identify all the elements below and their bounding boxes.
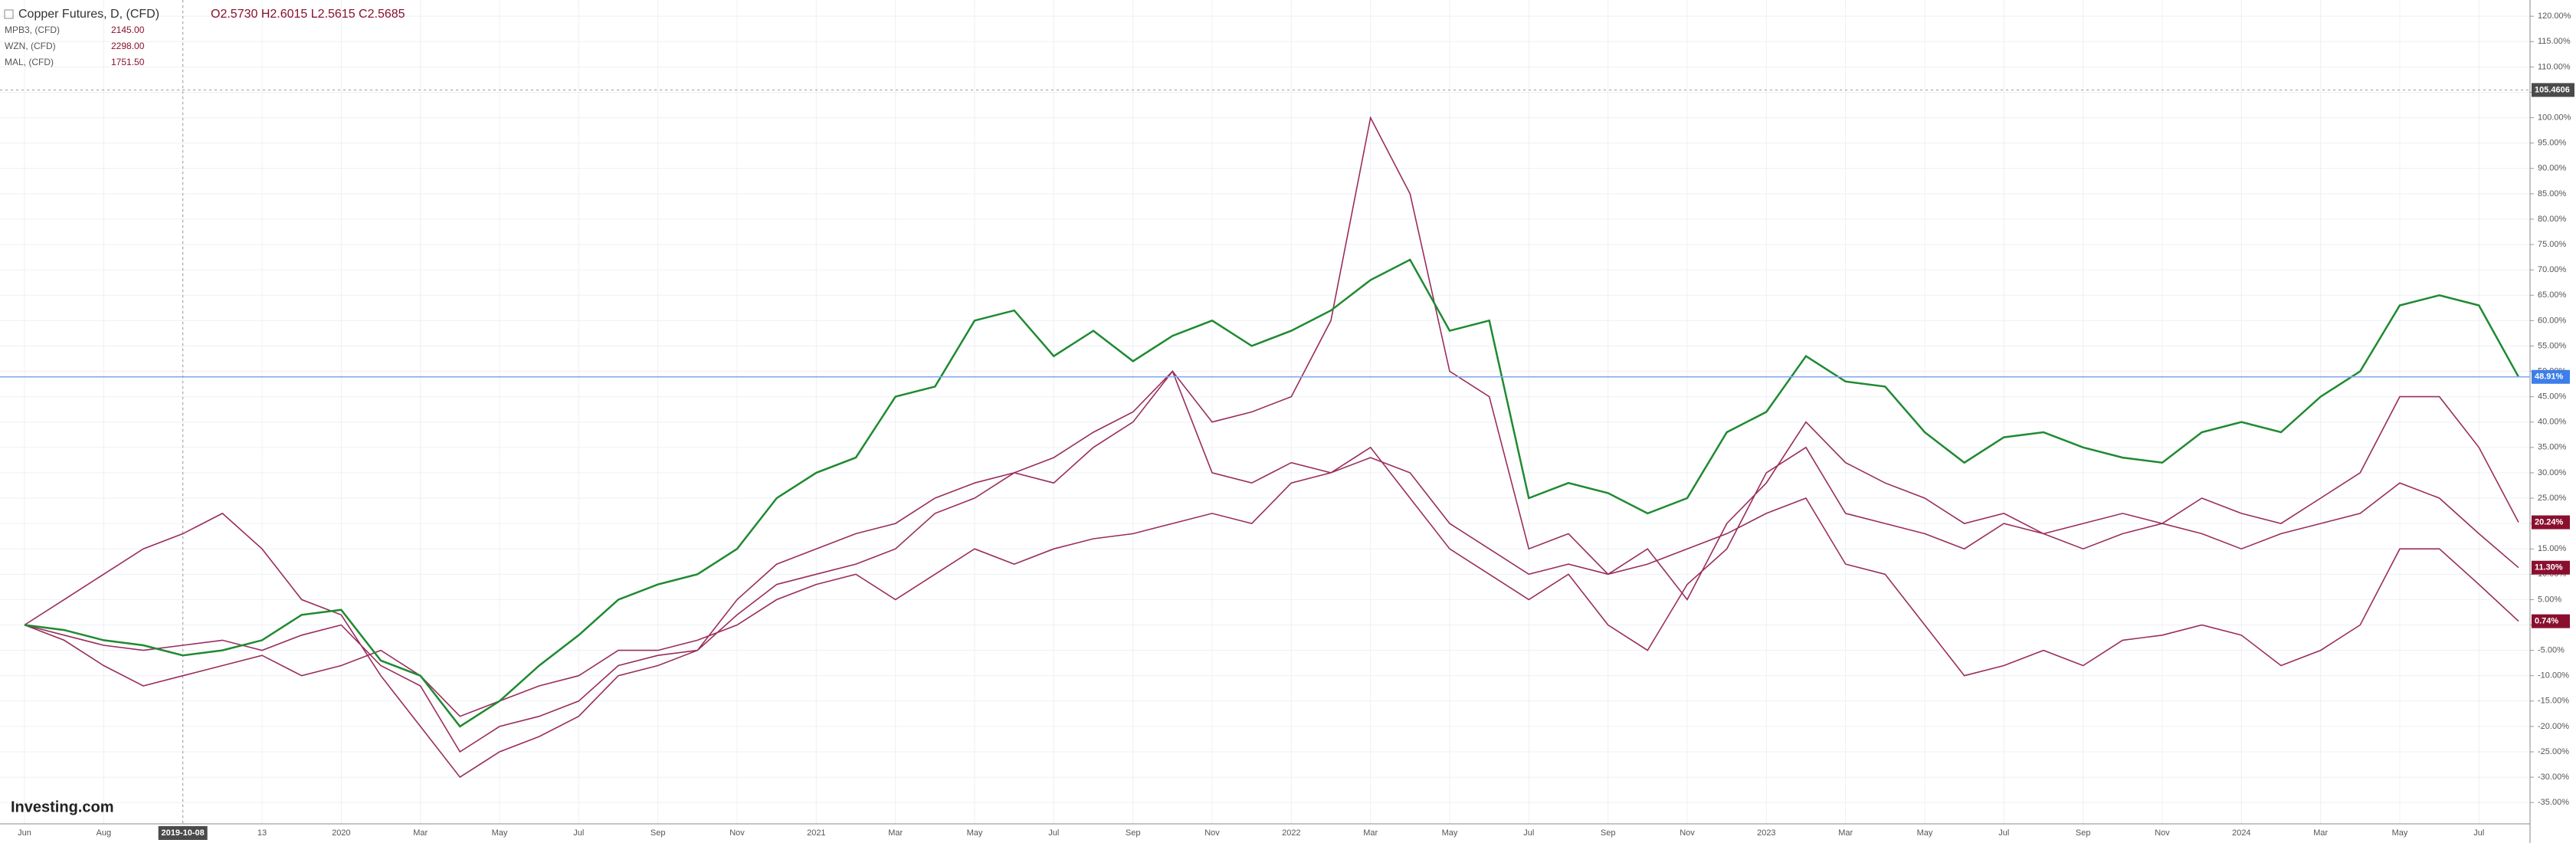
x-tick-label: May: [967, 828, 983, 838]
x-tick-label: Sep: [1126, 828, 1141, 838]
x-tick-label: Jul: [1048, 828, 1059, 838]
end-label-bg: [2532, 515, 2570, 530]
x-tick-label: 2023: [1757, 828, 1775, 838]
end-label: 11.30%: [2535, 563, 2563, 572]
x-tick-label: 2024: [2232, 828, 2250, 838]
crosshair-label-bg: [2532, 83, 2574, 97]
y-tick-label: 95.00%: [2538, 139, 2567, 148]
x-tick-label: Mar: [1363, 828, 1378, 838]
x-tick-label: Nov: [1204, 828, 1220, 838]
y-tick-label: 75.00%: [2538, 240, 2567, 249]
end-label: 0.74%: [2535, 617, 2558, 626]
ohlc: O2.5730 H2.6015 L2.5615 C2.5685: [211, 8, 405, 21]
x-tick-label: 2022: [1282, 828, 1300, 838]
x-tick-label: May: [492, 828, 508, 838]
y-tick-label: 80.00%: [2538, 215, 2567, 224]
legend-price: 2145.00: [111, 25, 145, 35]
x-tick-label: Nov: [729, 828, 745, 838]
y-tick-label: 15.00%: [2538, 544, 2567, 553]
x-tick-label: 2021: [807, 828, 825, 838]
y-tick-label: 35.00%: [2538, 443, 2567, 452]
y-tick-label: -10.00%: [2538, 671, 2569, 681]
legend-price: 2298.00: [111, 41, 145, 51]
x-tick-label: Jul: [1523, 828, 1534, 838]
y-tick-label: 70.00%: [2538, 265, 2567, 274]
x-tick-label: Jun: [18, 828, 31, 838]
x-tick-label: Jul: [573, 828, 584, 838]
x-tick-label: Sep: [2076, 828, 2091, 838]
y-tick-label: -30.00%: [2538, 772, 2569, 782]
y-tick-label: -20.00%: [2538, 722, 2569, 731]
end-label: 20.24%: [2535, 517, 2564, 526]
x-tick-label: Aug: [97, 828, 112, 838]
y-tick-label: 65.00%: [2538, 290, 2567, 300]
x-tick-label: Mar: [1838, 828, 1853, 838]
y-tick-label: 100.00%: [2538, 113, 2571, 122]
x-tick-label: 13: [257, 828, 267, 838]
y-tick-label: -35.00%: [2538, 798, 2569, 807]
logo: Investing.com: [11, 799, 113, 815]
x-tick-label: Jul: [2473, 828, 2484, 838]
y-tick-label: -25.00%: [2538, 747, 2569, 756]
end-label-bg: [2532, 614, 2570, 628]
crosshair-label: 105.4606: [2535, 85, 2570, 94]
legend-name: MAL, (CFD): [5, 57, 54, 67]
series-line: [24, 369, 2519, 779]
x-tick-label: May: [1917, 828, 1933, 838]
y-tick-label: 5.00%: [2538, 595, 2561, 604]
y-tick-label: 110.00%: [2538, 62, 2571, 71]
y-tick-label: 85.00%: [2538, 189, 2567, 198]
x-tick-label: Sep: [1601, 828, 1616, 838]
series-line: [24, 116, 2519, 753]
end-label-bg: [2532, 560, 2570, 575]
x-tick-label: May: [1442, 828, 1458, 838]
end-label: 48.91%: [2535, 372, 2564, 382]
y-tick-label: 45.00%: [2538, 392, 2567, 402]
x-tick-label: 2019-10-08: [162, 828, 205, 838]
x-tick-label: Sep: [651, 828, 666, 838]
collapse-icon: [4, 9, 14, 19]
y-tick-label: 40.00%: [2538, 418, 2567, 427]
x-tick-label: Jul: [1998, 828, 2009, 838]
x-tick-label: Mar: [413, 828, 428, 838]
x-tick-label: Mar: [2313, 828, 2328, 838]
y-tick-label: 60.00%: [2538, 316, 2567, 325]
y-tick-label: -5.00%: [2538, 646, 2565, 655]
y-tick-label: 115.00%: [2538, 37, 2571, 46]
x-tick-label: 2020: [332, 828, 350, 838]
x-tick-label: Nov: [1680, 828, 1695, 838]
y-tick-label: 120.00%: [2538, 11, 2571, 21]
y-tick-label: 55.00%: [2538, 341, 2567, 350]
chart-title: Copper Futures, D, (CFD): [18, 8, 159, 21]
x-highlight-bg: [158, 826, 208, 840]
x-tick-label: Nov: [2155, 828, 2170, 838]
y-tick-label: 25.00%: [2538, 494, 2567, 503]
legend-name: MPB3, (CFD): [5, 25, 60, 35]
series-line: [24, 258, 2520, 728]
y-tick-label: 30.00%: [2538, 468, 2567, 477]
end-label-bg: [2532, 369, 2570, 384]
y-tick-label: 90.00%: [2538, 164, 2567, 173]
legend-price: 1751.50: [111, 57, 145, 67]
x-tick-label: May: [2392, 828, 2408, 838]
y-tick-label: -15.00%: [2538, 697, 2569, 706]
x-tick-label: Mar: [888, 828, 903, 838]
series-line: [24, 457, 2519, 717]
legend-name: WZN, (CFD): [5, 41, 56, 51]
